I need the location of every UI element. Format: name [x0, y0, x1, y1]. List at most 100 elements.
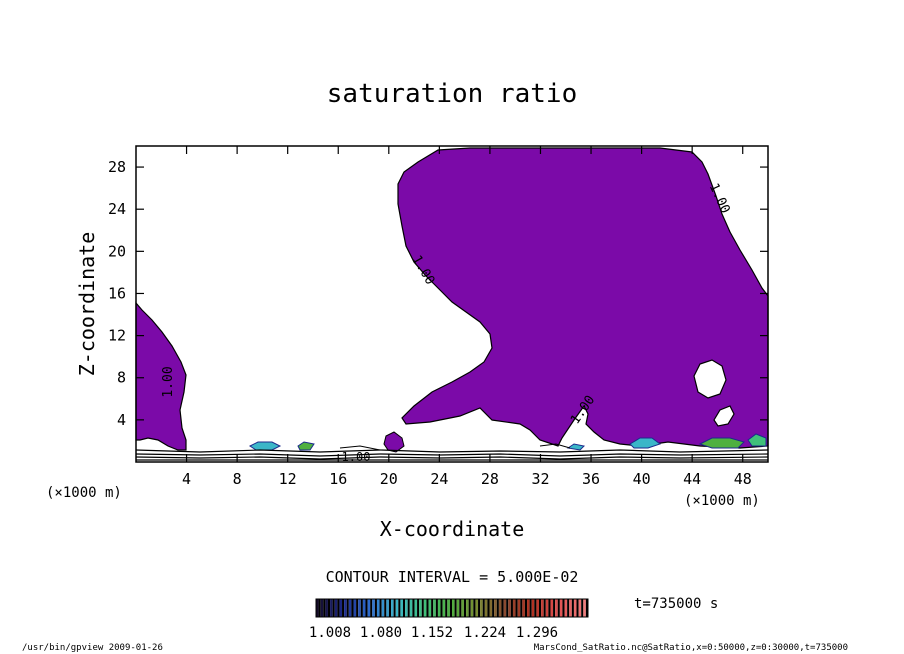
region-hole-1 [693, 359, 727, 399]
colorbar-stripe-gap [562, 599, 565, 617]
colorbar-stripe-gap [538, 599, 542, 617]
colorbar-stripe [372, 599, 375, 617]
footer-right: MarsCond_SatRatio.nc@SatRatio,x=0:50000,… [534, 643, 848, 653]
surface-line-6 [539, 443, 571, 449]
colorbar-stripe [339, 599, 343, 617]
colorbar-stripe [419, 599, 422, 617]
contour-interval-text: CONTOUR INTERVAL = 5.000E-02 [326, 568, 579, 586]
colorbar-stripe [578, 599, 582, 617]
y-tick-label: 8 [117, 369, 126, 387]
x-tick-label: 4 [182, 470, 191, 488]
colorbar-stripe [437, 599, 441, 617]
colorbar-stripe-gap [356, 599, 359, 617]
region-left [135, 301, 187, 451]
colorbar-stripe-gap [567, 599, 570, 617]
colorbar-stripe-gap [342, 599, 345, 617]
colorbar-tick-label: 1.152 [411, 625, 453, 641]
colorbar-stripes [316, 599, 588, 617]
colorbar-stripe [494, 599, 497, 617]
colorbar-stripe [344, 599, 347, 617]
colorbar-tick-label: 1.224 [464, 625, 506, 641]
colorbar-stripe [433, 599, 436, 617]
colorbar-stripe-gap [421, 599, 424, 617]
colorbar-stripe-gap [463, 599, 467, 617]
colorbar-stripe [470, 599, 474, 617]
colorbar-stripe [527, 599, 530, 617]
colorbar-stripe [545, 599, 549, 617]
surface-patch-4 [629, 437, 662, 449]
colorbar-stripe [358, 599, 361, 617]
colorbar-stripe-gap [524, 599, 528, 617]
colorbar-stripe-gap [327, 599, 331, 617]
x-tick-label: 8 [233, 470, 242, 488]
colorbar-stripe-gap [571, 599, 574, 617]
colorbar-stripe [386, 599, 389, 617]
colorbar-stripe [330, 599, 333, 617]
surface-patch-5 [698, 437, 745, 449]
colorbar-stripe [320, 599, 324, 617]
plot-frame [135, 145, 769, 463]
colorbar-stripe-gap [365, 599, 368, 617]
colorbar-stripe [456, 599, 460, 617]
x-tick-label: 28 [481, 470, 499, 488]
colorbar-stripe [367, 599, 371, 617]
colorbar-stripe [522, 599, 525, 617]
colorbar-stripe [316, 599, 319, 617]
y-tick-label: 16 [108, 284, 126, 302]
surface-patch-6 [747, 433, 767, 447]
colorbar-stripe-gap [398, 599, 401, 617]
surface-line-2 [135, 453, 769, 457]
colorbar-stripe-gap [370, 599, 373, 617]
colorbar-stripe-gap [534, 599, 537, 617]
colorbar: 1.008 1.080 1.152 1.224 1.296 [309, 598, 589, 641]
colorbar-stripe [362, 599, 366, 617]
region-right [397, 147, 769, 449]
colorbar-stripe-gap [459, 599, 462, 617]
colorbar-stripe-gap [510, 599, 513, 617]
colorbar-stripe-gap [351, 599, 354, 617]
colorbar-stripe [381, 599, 385, 617]
colorbar-stripe-gap [585, 599, 588, 617]
surface-contour-lines [135, 443, 769, 461]
x-tick-label: 20 [380, 470, 398, 488]
colorbar-stripe-gap [576, 599, 579, 617]
y-tick-label: 4 [117, 411, 126, 429]
colorbar-stripe [480, 599, 483, 617]
colorbar-stripe [409, 599, 413, 617]
surface-patch-1 [249, 441, 282, 451]
colorbar-stripe-gap [360, 599, 363, 617]
colorbar-stripe-gap [581, 599, 584, 617]
colorbar-stripe-gap [506, 599, 509, 617]
colorbar-stripe [508, 599, 511, 617]
y-tick-label: 24 [108, 200, 126, 218]
colorbar-stripe-gap [449, 599, 452, 617]
colorbar-stripe-gap [468, 599, 471, 617]
colorbar-stripe-gap [384, 599, 387, 617]
contour-label-surface: 1.00 [342, 450, 371, 464]
colorbar-stripe-gap [431, 599, 434, 617]
x-tick-label: 40 [633, 470, 651, 488]
colorbar-stripe [484, 599, 488, 617]
colorbar-stripe [559, 599, 563, 617]
colorbar-stripe-gap [478, 599, 481, 617]
colorbar-stripe-gap [543, 599, 546, 617]
colorbar-stripe-gap [346, 599, 349, 617]
colorbar-stripe [531, 599, 535, 617]
colorbar-stripe-gap [417, 599, 420, 617]
colorbar-stripe [348, 599, 352, 617]
colorbar-tick-label: 1.296 [516, 625, 558, 641]
chart-title: saturation ratio [327, 79, 577, 109]
colorbar-stripe [395, 599, 399, 617]
surface-patch-3 [566, 443, 586, 451]
colorbar-stripe [541, 599, 544, 617]
footer-left: /usr/bin/gpview 2009-01-26 [22, 643, 163, 653]
colorbar-stripe-gap [407, 599, 410, 617]
colorbar-stripe [325, 599, 328, 617]
colorbar-stripe [461, 599, 464, 617]
y-tick-label: 28 [108, 158, 126, 176]
colorbar-stripe-gap [548, 599, 551, 617]
surface-patch-2 [297, 441, 315, 451]
colorbar-stripe-gap [501, 599, 504, 617]
colorbar-stripe-gap [374, 599, 377, 617]
